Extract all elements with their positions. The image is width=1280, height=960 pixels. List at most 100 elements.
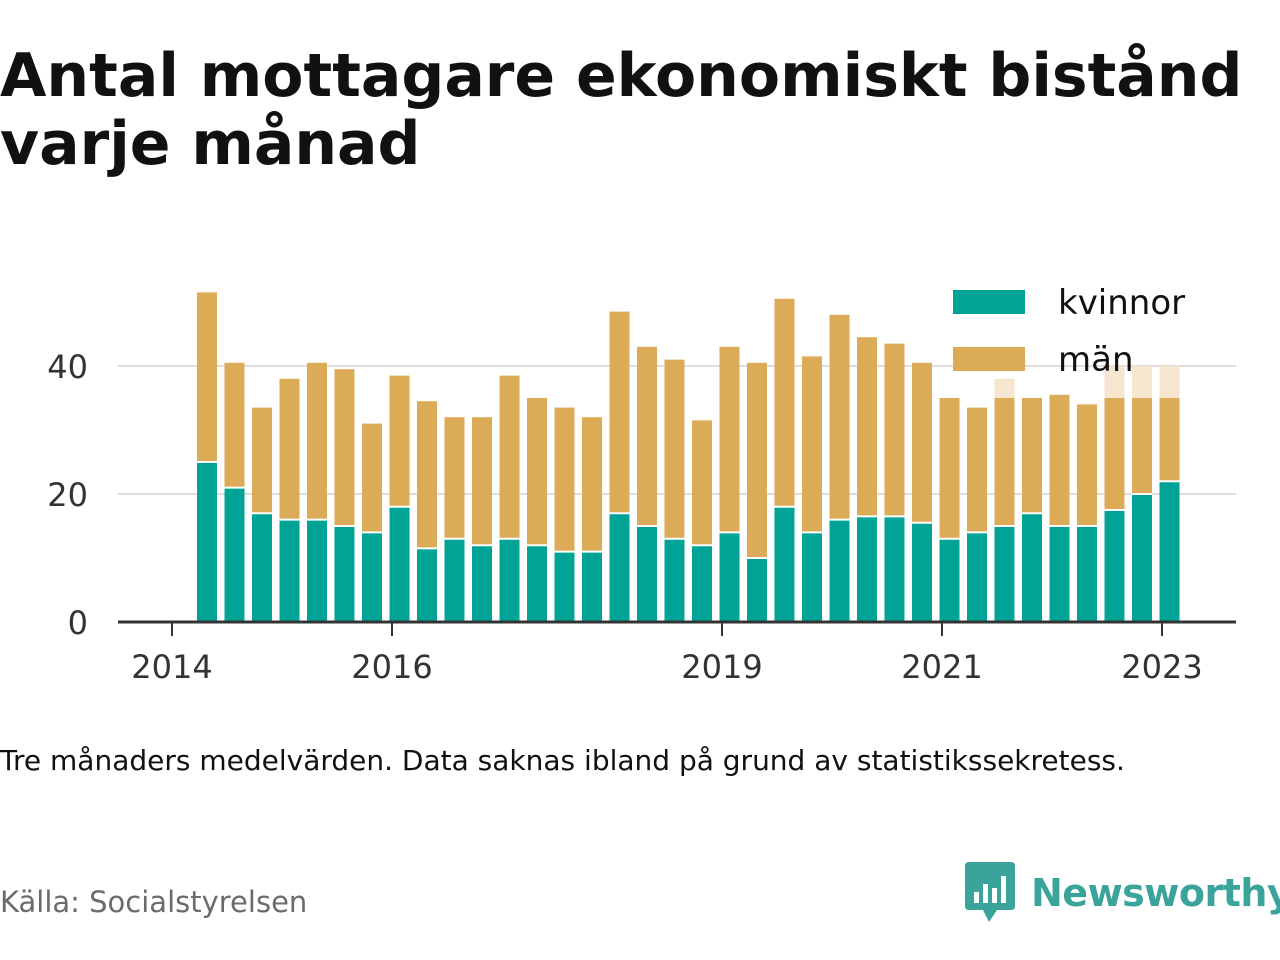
- bar-man: [967, 407, 987, 533]
- bar-kvinnor: [279, 519, 300, 622]
- bar-kvinnor: [252, 513, 272, 622]
- bar-kvinnor: [967, 532, 987, 622]
- newsworthy-logo-icon: [965, 862, 1015, 922]
- legend-label-kvinnor: kvinnor: [1058, 283, 1185, 323]
- bar-kvinnor: [609, 513, 630, 622]
- bar-kvinnor: [417, 548, 437, 622]
- bar-man: [1049, 394, 1070, 526]
- bar-kvinnor: [1022, 513, 1042, 622]
- bar-man: [224, 362, 245, 488]
- bar-man: [692, 420, 712, 546]
- bar-man: [554, 407, 575, 552]
- bar-man: [747, 362, 767, 558]
- bar-man: [252, 407, 272, 514]
- bar-man: [664, 359, 685, 539]
- bar-kvinnor: [389, 506, 410, 622]
- bar-man: [444, 417, 465, 539]
- legend-label-man: män: [1058, 340, 1134, 380]
- bar-man: [719, 346, 740, 533]
- bar-man: [802, 356, 822, 533]
- bar-man: [857, 337, 877, 517]
- bar-kvinnor: [719, 532, 740, 622]
- bar-man: [417, 401, 437, 549]
- bar-missing: [1132, 366, 1152, 398]
- bar-man: [1132, 398, 1152, 494]
- bar-kvinnor: [1132, 494, 1152, 622]
- chart-note: Tre månaders medelvärden. Data saknas ib…: [0, 744, 1125, 777]
- x-tick-label: 2016: [351, 648, 432, 686]
- bar-man: [912, 362, 932, 523]
- bar-missing: [994, 378, 1015, 398]
- bar-kvinnor: [884, 516, 905, 622]
- bar-kvinnor: [197, 462, 217, 622]
- bar-kvinnor: [472, 545, 492, 622]
- x-axis-ticks: 2014 2016 2019 2021 2023: [131, 622, 1203, 686]
- bar-man: [1104, 398, 1125, 510]
- bar-kvinnor: [747, 558, 767, 622]
- legend: kvinnor män: [953, 283, 1185, 380]
- bar-kvinnor: [307, 519, 327, 622]
- bar-man: [307, 362, 327, 520]
- bar-kvinnor: [527, 545, 547, 622]
- x-tick-label: 2019: [681, 648, 762, 686]
- bar-kvinnor: [444, 538, 465, 622]
- bar-kvinnor: [637, 526, 657, 622]
- bar-kvinnor: [362, 532, 382, 622]
- y-tick-label: 40: [47, 348, 88, 386]
- legend-swatch-kvinnor: [953, 290, 1025, 314]
- chart-title: Antal mottagare ekonomiskt bistånd varje…: [0, 41, 1243, 179]
- bar-man: [362, 423, 382, 533]
- bar-kvinnor: [224, 487, 245, 622]
- missing-data-bars: [994, 366, 1180, 398]
- bar-man: [197, 292, 217, 462]
- bar-kvinnor: [1077, 526, 1097, 622]
- brand-name: Newsworthy: [1031, 871, 1280, 915]
- x-tick-label: 2021: [901, 648, 982, 686]
- newsworthy-logo: Newsworthy: [965, 862, 1280, 924]
- bar-kvinnor: [334, 526, 355, 622]
- bar-man: [499, 375, 520, 539]
- bar-man: [279, 378, 300, 520]
- y-tick-label: 20: [47, 476, 88, 514]
- bar-man: [472, 417, 492, 546]
- bar-man: [774, 298, 795, 507]
- bar-kvinnor: [802, 532, 822, 622]
- bar-kvinnor: [1049, 526, 1070, 622]
- y-axis-ticks: 0 20 40: [47, 348, 88, 642]
- bar-man: [637, 346, 657, 526]
- bar-man: [884, 343, 905, 517]
- bar-kvinnor: [582, 551, 602, 622]
- bar-kvinnor: [1104, 510, 1125, 622]
- x-tick-label: 2023: [1121, 648, 1202, 686]
- bar-man: [1077, 404, 1097, 526]
- bar-kvinnor: [829, 519, 850, 622]
- bar-man: [1159, 398, 1180, 482]
- bar-man: [334, 369, 355, 526]
- x-tick-label: 2014: [131, 648, 212, 686]
- bar-man: [527, 398, 547, 546]
- bar-kvinnor: [692, 545, 712, 622]
- bar-kvinnor: [499, 538, 520, 622]
- bar-missing: [1104, 366, 1125, 398]
- bar-missing: [1159, 366, 1180, 398]
- bar-man: [939, 398, 960, 539]
- bar-kvinnor: [774, 506, 795, 622]
- bar-man: [1022, 398, 1042, 514]
- bar-kvinnor: [554, 551, 575, 622]
- bar-man: [609, 311, 630, 514]
- bar-man: [994, 398, 1015, 526]
- bar-man: [829, 314, 850, 520]
- bar-man: [389, 375, 410, 507]
- y-tick-label: 0: [68, 604, 88, 642]
- bar-kvinnor: [939, 538, 960, 622]
- bar-kvinnor: [857, 516, 877, 622]
- legend-swatch-man: [953, 347, 1025, 371]
- bar-kvinnor: [664, 538, 685, 622]
- bar-kvinnor: [1159, 481, 1180, 622]
- bar-man: [582, 417, 602, 552]
- bars: [197, 292, 1180, 622]
- bar-kvinnor: [994, 526, 1015, 622]
- bar-kvinnor: [912, 522, 932, 622]
- source-text: Källa: Socialstyrelsen: [0, 885, 308, 919]
